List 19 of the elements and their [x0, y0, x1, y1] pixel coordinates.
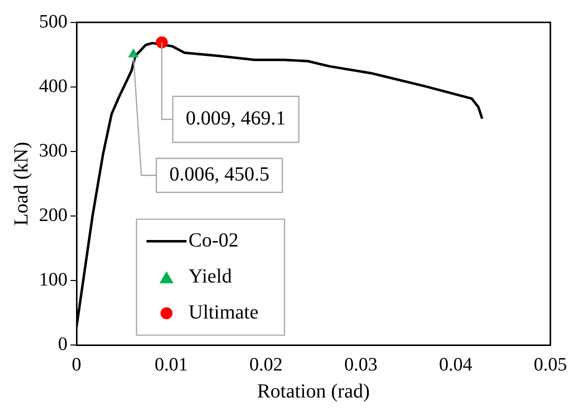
annotation: 0.006, 450.5 — [169, 164, 270, 186]
y-axis-title: Load (kN) — [10, 142, 32, 226]
x-tick-label: 0.01 — [154, 354, 188, 376]
x-axis-title: Rotation (rad) — [257, 380, 370, 402]
y-tick-label: 500 — [39, 11, 68, 32]
y-tick-label: 200 — [39, 205, 68, 226]
legend-label: Ultimate — [188, 301, 259, 324]
legend-label: Yield — [188, 265, 232, 288]
annotation: 0.009, 469.1 — [186, 108, 286, 130]
x-tick-label: 0 — [72, 354, 82, 376]
x-tick-label: 0.02 — [249, 354, 283, 376]
y-tick-label: 0 — [58, 334, 68, 356]
x-tick-label: 0.05 — [534, 354, 567, 376]
x-tick-label: 0.03 — [344, 354, 378, 376]
y-tick-label: 300 — [39, 140, 68, 162]
y-tick-label: 400 — [39, 76, 68, 97]
legend-label: Co-02 — [188, 229, 238, 252]
y-tick-label: 100 — [39, 270, 68, 291]
x-tick-label: 0.04 — [438, 354, 473, 376]
